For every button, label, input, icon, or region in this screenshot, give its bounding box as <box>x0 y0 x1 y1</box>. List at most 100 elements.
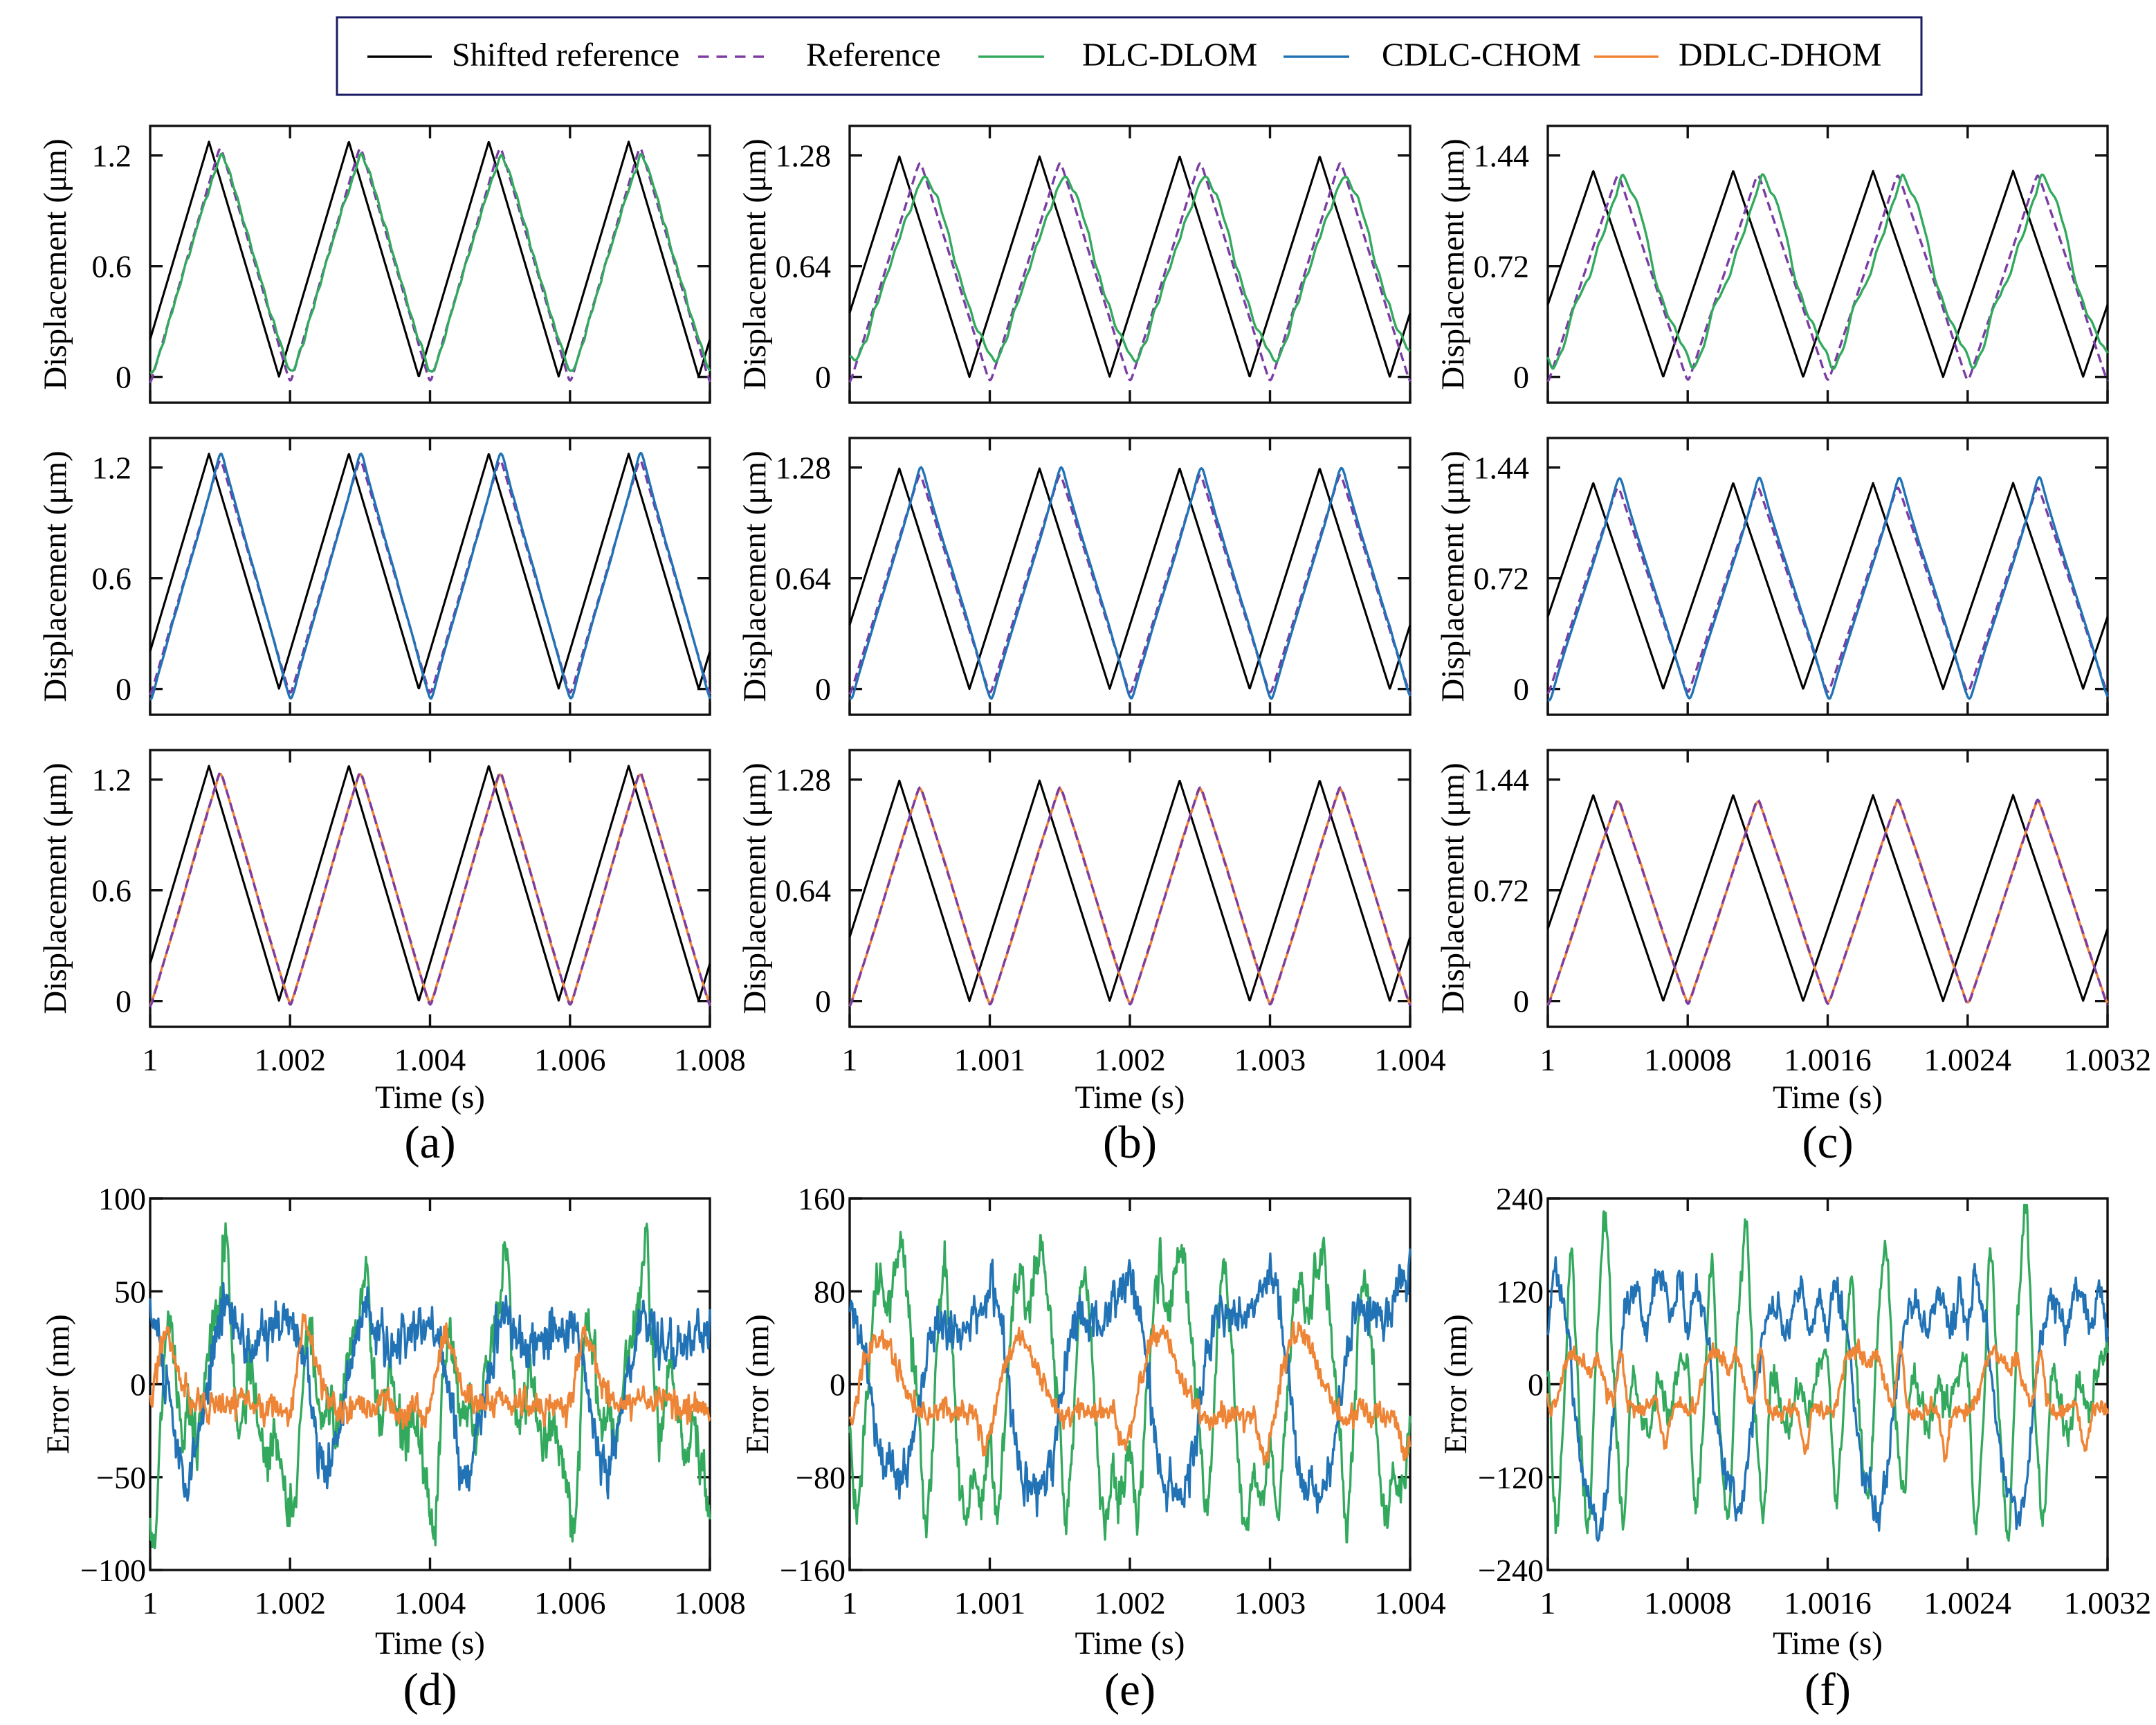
svg-text:Time (s): Time (s) <box>375 1625 485 1661</box>
svg-text:1.008: 1.008 <box>674 1042 746 1077</box>
svg-text:1.006: 1.006 <box>534 1585 606 1621</box>
svg-text:1: 1 <box>1540 1042 1556 1077</box>
svg-text:1.0032: 1.0032 <box>2064 1042 2152 1077</box>
svg-text:Displacement (μm): Displacement (μm) <box>37 138 73 390</box>
svg-text:1.44: 1.44 <box>1474 138 1530 174</box>
svg-text:Error (nm): Error (nm) <box>40 1314 76 1454</box>
svg-text:1.28: 1.28 <box>776 138 832 174</box>
svg-text:1.003: 1.003 <box>1234 1042 1306 1077</box>
svg-text:1.006: 1.006 <box>534 1042 606 1077</box>
svg-text:0.64: 0.64 <box>776 561 832 596</box>
svg-text:1.004: 1.004 <box>1374 1042 1446 1077</box>
svg-text:(a): (a) <box>404 1117 455 1168</box>
svg-text:1.2: 1.2 <box>92 450 132 486</box>
svg-text:CDLC-CHOM: CDLC-CHOM <box>1382 37 1581 73</box>
svg-text:Displacement (μm): Displacement (μm) <box>737 450 773 702</box>
svg-text:Displacement (μm): Displacement (μm) <box>737 763 773 1014</box>
svg-text:1.0016: 1.0016 <box>1784 1042 1872 1077</box>
svg-text:1.004: 1.004 <box>394 1585 466 1621</box>
svg-text:(b): (b) <box>1103 1117 1157 1168</box>
svg-text:1.44: 1.44 <box>1474 450 1530 486</box>
svg-text:0: 0 <box>815 672 831 707</box>
svg-text:120: 120 <box>1496 1274 1544 1309</box>
svg-text:0.64: 0.64 <box>776 249 832 284</box>
svg-text:1.0024: 1.0024 <box>1924 1042 2012 1077</box>
svg-text:0.72: 0.72 <box>1474 873 1530 909</box>
svg-text:1.0032: 1.0032 <box>2064 1585 2152 1621</box>
svg-text:0.72: 0.72 <box>1474 561 1530 596</box>
svg-text:0.6: 0.6 <box>92 873 132 909</box>
svg-text:0: 0 <box>815 984 831 1019</box>
svg-text:1.002: 1.002 <box>255 1042 327 1077</box>
svg-text:1.002: 1.002 <box>255 1585 327 1621</box>
svg-text:1.0008: 1.0008 <box>1644 1585 1732 1621</box>
svg-text:Shifted reference: Shifted reference <box>452 37 679 73</box>
svg-text:1.0008: 1.0008 <box>1644 1042 1732 1077</box>
svg-text:1.28: 1.28 <box>776 450 832 486</box>
svg-text:0.72: 0.72 <box>1474 249 1530 284</box>
svg-text:1.001: 1.001 <box>954 1042 1026 1077</box>
svg-text:−240: −240 <box>1478 1553 1544 1588</box>
svg-text:−100: −100 <box>80 1553 146 1588</box>
svg-text:−50: −50 <box>96 1460 146 1495</box>
svg-text:1.002: 1.002 <box>1094 1585 1166 1621</box>
svg-text:0: 0 <box>116 672 131 707</box>
svg-text:1: 1 <box>143 1042 158 1077</box>
svg-text:−80: −80 <box>796 1460 846 1495</box>
svg-text:Displacement (μm): Displacement (μm) <box>737 138 773 390</box>
svg-text:1.28: 1.28 <box>776 763 832 798</box>
svg-text:1.0024: 1.0024 <box>1924 1585 2012 1621</box>
svg-text:1.2: 1.2 <box>92 763 132 798</box>
svg-text:(d): (d) <box>403 1664 457 1715</box>
svg-text:80: 80 <box>814 1274 846 1309</box>
svg-text:0: 0 <box>1513 672 1529 707</box>
svg-text:0: 0 <box>830 1367 846 1403</box>
svg-text:−120: −120 <box>1478 1460 1544 1495</box>
svg-text:Time (s): Time (s) <box>375 1079 485 1115</box>
svg-text:1: 1 <box>842 1042 858 1077</box>
svg-text:50: 50 <box>114 1274 146 1309</box>
svg-text:1.2: 1.2 <box>92 138 132 174</box>
svg-text:1.003: 1.003 <box>1234 1585 1306 1621</box>
svg-text:160: 160 <box>798 1181 846 1216</box>
svg-text:0: 0 <box>1513 984 1529 1019</box>
svg-text:1: 1 <box>1540 1585 1556 1621</box>
svg-text:DLC-DLOM: DLC-DLOM <box>1082 37 1257 73</box>
svg-text:0: 0 <box>130 1367 146 1403</box>
svg-text:0: 0 <box>116 360 131 395</box>
svg-text:Error (nm): Error (nm) <box>1438 1314 1474 1454</box>
svg-text:1.004: 1.004 <box>1374 1585 1446 1621</box>
svg-text:(f): (f) <box>1805 1664 1851 1715</box>
svg-text:100: 100 <box>98 1181 146 1216</box>
svg-text:Time (s): Time (s) <box>1773 1079 1883 1115</box>
svg-text:1.001: 1.001 <box>954 1585 1026 1621</box>
svg-text:Displacement (μm): Displacement (μm) <box>1435 763 1471 1014</box>
svg-text:1: 1 <box>143 1585 158 1621</box>
svg-text:0: 0 <box>116 984 131 1019</box>
svg-text:Displacement (μm): Displacement (μm) <box>1435 450 1471 702</box>
svg-text:0: 0 <box>1513 360 1529 395</box>
svg-text:Time (s): Time (s) <box>1773 1625 1883 1661</box>
svg-text:(c): (c) <box>1802 1117 1853 1168</box>
svg-text:0: 0 <box>815 360 831 395</box>
svg-text:Displacement (μm): Displacement (μm) <box>37 763 73 1014</box>
svg-text:0.6: 0.6 <box>92 561 132 596</box>
svg-text:0.64: 0.64 <box>776 873 832 909</box>
svg-text:Displacement (μm): Displacement (μm) <box>1435 138 1471 390</box>
svg-text:Time (s): Time (s) <box>1075 1625 1185 1661</box>
svg-text:DDLC-DHOM: DDLC-DHOM <box>1679 37 1881 73</box>
svg-text:(e): (e) <box>1104 1664 1155 1715</box>
svg-text:1: 1 <box>842 1585 858 1621</box>
svg-text:1.004: 1.004 <box>394 1042 466 1077</box>
svg-text:0: 0 <box>1528 1367 1544 1403</box>
svg-text:Displacement (μm): Displacement (μm) <box>37 450 73 702</box>
svg-text:Time (s): Time (s) <box>1075 1079 1185 1115</box>
svg-text:−160: −160 <box>780 1553 846 1588</box>
svg-text:1.44: 1.44 <box>1474 763 1530 798</box>
svg-text:240: 240 <box>1496 1181 1544 1216</box>
svg-text:Error (nm): Error (nm) <box>740 1314 776 1454</box>
svg-text:1.002: 1.002 <box>1094 1042 1166 1077</box>
svg-text:0.6: 0.6 <box>92 249 132 284</box>
svg-text:1.008: 1.008 <box>674 1585 746 1621</box>
svg-text:1.0016: 1.0016 <box>1784 1585 1872 1621</box>
